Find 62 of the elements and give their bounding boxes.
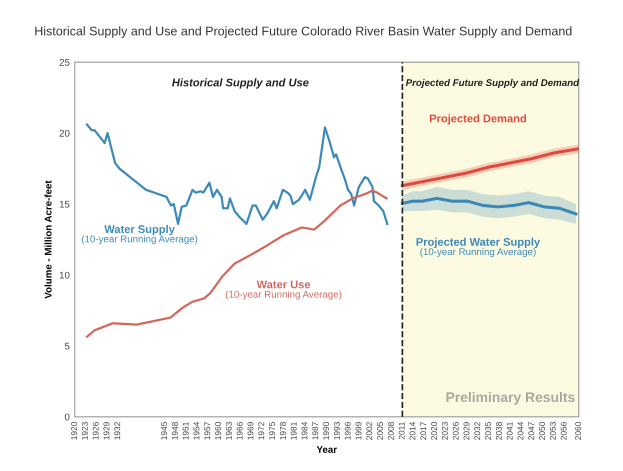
x-tick-label: 2047 [528, 422, 534, 440]
x-axis-title: Year [316, 446, 337, 453]
x-tick-label: 1990 [323, 422, 329, 440]
series-label: Water Supply (10-year Running Average) [82, 224, 198, 244]
x-tick-label: 1963 [226, 422, 232, 440]
series-label: Water Use (10-year Running Average) [226, 280, 342, 300]
text: Projected Water Supply (10-year Running Average) [416, 238, 540, 258]
x-tick-label: 1972 [258, 422, 264, 440]
x-tick-label: 1923 [82, 422, 88, 440]
line-series [400, 196, 578, 216]
x-tick-label: 2029 [464, 422, 470, 440]
x-tick-label: 2050 [539, 422, 546, 440]
chart-title: Historical Supply and Use and Projected Future Colorado River Basin Water Supply and Demand [35, 26, 572, 38]
x-tick-label: 1981 [290, 422, 297, 440]
x-tick-label: 1996 [344, 422, 351, 440]
annotation: Preliminary Results [446, 392, 575, 405]
x-tick-label: 2002 [366, 422, 372, 440]
text: Projected Demand [430, 114, 526, 125]
x-tick-label: 2056 [560, 422, 567, 440]
x-tick-label: 1993 [334, 422, 340, 440]
x-tick-label: 1954 [194, 422, 200, 440]
x-tick-label: 2014 [410, 422, 416, 440]
x-tick-label: 2020 [431, 422, 437, 440]
x-tick-label: 2038 [496, 422, 502, 440]
y-axis-title: Volume - Million Acre-feet [44, 180, 52, 299]
x-tick-label: 1987 [312, 422, 318, 440]
y-tick-label: 20 [60, 130, 70, 137]
x-tick-label: 2017 [420, 422, 426, 440]
x-tick-label: 2026 [452, 422, 459, 440]
y-tick-label: 15 [60, 200, 70, 208]
line-series [86, 123, 388, 226]
x-tick-label: 1984 [302, 422, 308, 440]
x-tick-label: 2008 [388, 422, 394, 440]
y-tick-label: 10 [60, 272, 70, 279]
x-tick-label: 1945 [161, 422, 167, 440]
x-tick-label: 2053 [550, 422, 556, 440]
x-tick-label: 2011 [398, 422, 405, 440]
x-tick-label: 1948 [172, 422, 178, 440]
annotation: Historical Supply and Use [172, 78, 309, 89]
x-tick-label: 2023 [442, 422, 448, 440]
y-tick-label: 0 [64, 414, 70, 420]
x-tick-label: 2041 [506, 422, 513, 440]
annotation: Projected Future Supply and Demand [406, 78, 580, 88]
x-tick-label: 2060 [575, 422, 582, 440]
x-tick-label: 1999 [356, 422, 362, 440]
x-tick-label: 1929 [103, 422, 110, 440]
x-tick-label: 1932 [114, 422, 120, 440]
x-tick-label: 1960 [215, 422, 221, 440]
y-tick-label: 5 [64, 342, 70, 350]
x-tick-label: 1978 [280, 422, 286, 440]
x-tick-label: 1966 [236, 422, 243, 440]
x-tick-label: 1969 [248, 422, 254, 440]
x-tick-label: 1926 [92, 422, 99, 440]
x-tick-label: 1951 [182, 422, 189, 440]
x-tick-label: 1975 [269, 422, 275, 440]
x-tick-label: 2044 [518, 422, 524, 440]
x-tick-label: 2032 [474, 422, 480, 440]
x-tick-label: 2035 [485, 422, 492, 440]
x-tick-label: 2005 [377, 422, 383, 440]
y-tick-label: 25 [60, 58, 70, 66]
x-tick-label: 1920 [71, 422, 77, 440]
x-tick-label: 1957 [204, 422, 210, 440]
